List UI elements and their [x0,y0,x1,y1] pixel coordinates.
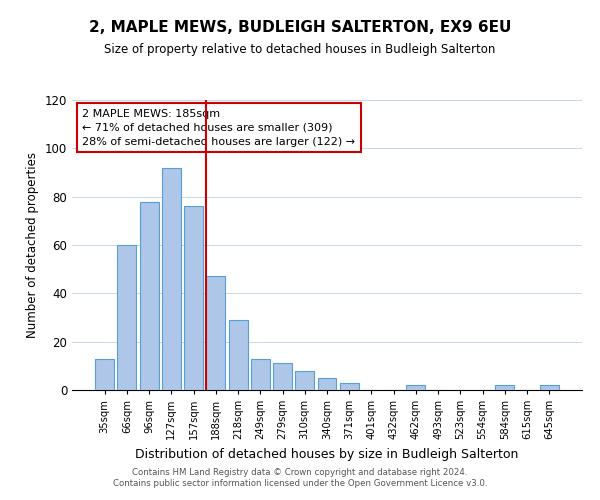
Bar [184,206,203,390]
Bar [229,320,248,390]
Bar [295,370,314,390]
Bar [206,276,225,390]
Bar [140,202,158,390]
Text: 2 MAPLE MEWS: 185sqm
← 71% of detached houses are smaller (309)
28% of semi-deta: 2 MAPLE MEWS: 185sqm ← 71% of detached h… [82,108,355,146]
Text: Contains HM Land Registry data © Crown copyright and database right 2024.
Contai: Contains HM Land Registry data © Crown c… [113,468,487,487]
Bar [162,168,181,390]
Bar [496,385,514,390]
Bar [340,383,359,390]
X-axis label: Distribution of detached houses by size in Budleigh Salterton: Distribution of detached houses by size … [136,448,518,460]
Bar [95,358,114,390]
Bar [406,385,425,390]
Text: Size of property relative to detached houses in Budleigh Salterton: Size of property relative to detached ho… [104,42,496,56]
Bar [317,378,337,390]
Bar [251,358,270,390]
Bar [540,385,559,390]
Bar [273,364,292,390]
Y-axis label: Number of detached properties: Number of detached properties [26,152,39,338]
Text: 2, MAPLE MEWS, BUDLEIGH SALTERTON, EX9 6EU: 2, MAPLE MEWS, BUDLEIGH SALTERTON, EX9 6… [89,20,511,35]
Bar [118,245,136,390]
